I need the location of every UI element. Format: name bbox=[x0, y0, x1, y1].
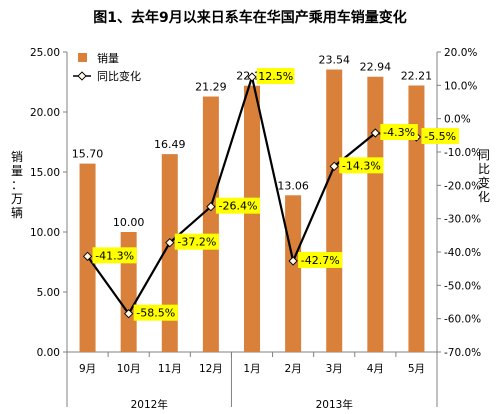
line-point bbox=[370, 128, 380, 138]
line-label-background bbox=[257, 68, 295, 84]
line-label-background bbox=[174, 233, 219, 250]
legend-bar-label: 销量 bbox=[97, 51, 119, 65]
left-tick-label: 10.00 bbox=[30, 227, 60, 239]
bar-value-label: 13.06 bbox=[277, 179, 309, 192]
line-point bbox=[124, 309, 134, 319]
x-tick-label: 4月 bbox=[367, 363, 384, 375]
line-label-background bbox=[215, 197, 261, 214]
right-tick-label: -30.0% bbox=[444, 214, 481, 226]
left-tick-label: 5.00 bbox=[37, 287, 60, 299]
bar-value-label: 22.94 bbox=[360, 61, 392, 74]
line-value-label: -58.5% bbox=[136, 307, 175, 320]
right-tick-label: -20.0% bbox=[444, 180, 481, 192]
line-value-label: 12.5% bbox=[258, 70, 293, 83]
bar bbox=[326, 69, 343, 353]
bar-value-label: 23.54 bbox=[318, 54, 350, 67]
line-value-label: -41.3% bbox=[95, 249, 134, 262]
line-label-background bbox=[339, 157, 384, 174]
left-tick-label: 0.00 bbox=[37, 347, 60, 359]
bar-value-label: 22.21 bbox=[401, 69, 433, 82]
bar bbox=[408, 85, 425, 352]
x-tick-label: 1月 bbox=[243, 363, 260, 375]
line-point bbox=[206, 202, 216, 212]
line-value-label: -4.3% bbox=[383, 126, 415, 139]
bar bbox=[367, 76, 384, 352]
line-label-background bbox=[298, 252, 343, 268]
line-label-background bbox=[133, 304, 178, 321]
line-point bbox=[329, 161, 339, 171]
right-tick-label: 10.0% bbox=[444, 80, 477, 92]
bar bbox=[285, 195, 302, 352]
line-value-label: -26.4% bbox=[219, 200, 258, 213]
right-tick-label: -60.0% bbox=[444, 314, 481, 326]
legend-line-label: 同比变化 bbox=[97, 69, 141, 83]
line-value-label: -5.5% bbox=[424, 130, 456, 143]
x-tick-label: 10月 bbox=[117, 363, 141, 375]
bar-value-label: 10.00 bbox=[113, 216, 145, 229]
left-tick-label: 25.00 bbox=[30, 47, 60, 59]
bar bbox=[202, 96, 219, 353]
x-tick-label: 5月 bbox=[408, 363, 425, 375]
right-tick-label: 0.0% bbox=[444, 114, 471, 126]
bar-value-label: 16.49 bbox=[154, 138, 186, 151]
line-value-label: -14.3% bbox=[342, 159, 381, 172]
right-axis-title: 同比变化 bbox=[477, 148, 490, 204]
line-point bbox=[247, 72, 257, 82]
x-tick-label: 12月 bbox=[199, 363, 223, 375]
line-label-background bbox=[380, 124, 418, 140]
line-point bbox=[82, 251, 93, 261]
bar-value-label: 21.29 bbox=[195, 81, 227, 94]
year-group-label: 2012年 bbox=[131, 398, 168, 411]
line-point bbox=[288, 256, 298, 266]
year-group-label: 2013年 bbox=[316, 398, 353, 411]
right-tick-label: -70.0% bbox=[444, 347, 481, 359]
legend-bar-swatch bbox=[78, 53, 87, 62]
right-tick-label: -50.0% bbox=[444, 280, 481, 292]
right-tick-label: 20.0% bbox=[444, 47, 477, 59]
line-label-background bbox=[92, 247, 137, 264]
left-tick-label: 20.00 bbox=[30, 107, 60, 119]
x-tick-label: 3月 bbox=[326, 363, 343, 375]
bar-value-label: 15.70 bbox=[72, 148, 104, 161]
right-tick-label: -40.0% bbox=[444, 247, 481, 259]
left-axis-title: 销量：万辆 bbox=[10, 150, 23, 220]
line-label-background bbox=[421, 128, 459, 144]
line-value-label: -37.2% bbox=[177, 236, 216, 249]
right-tick-label: -10.0% bbox=[444, 147, 481, 159]
bar bbox=[244, 85, 260, 352]
x-tick-label: 9月 bbox=[79, 363, 96, 375]
legend-line-marker bbox=[77, 71, 87, 81]
line-point bbox=[165, 238, 175, 248]
chart-title: 图1、去年9月以来日系车在华国产乘用车销量变化 bbox=[93, 10, 407, 26]
bar bbox=[161, 154, 178, 352]
line-value-label: -42.7% bbox=[301, 254, 340, 267]
x-tick-label: 2月 bbox=[285, 363, 302, 375]
x-tick-label: 11月 bbox=[158, 363, 182, 375]
left-tick-label: 15.00 bbox=[30, 167, 60, 179]
